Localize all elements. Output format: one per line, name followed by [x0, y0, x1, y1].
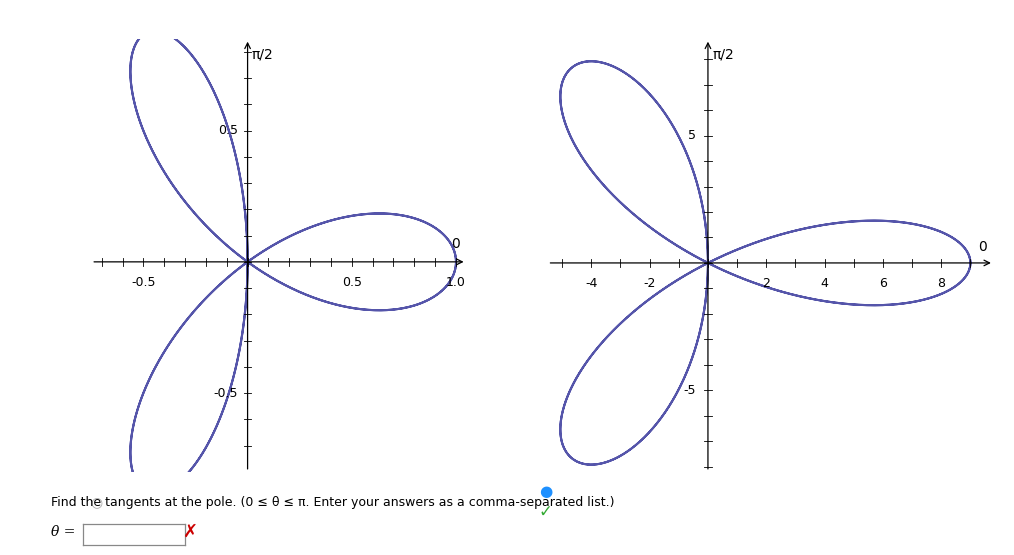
Text: -4: -4: [585, 277, 597, 290]
Text: 2: 2: [763, 277, 771, 290]
Text: 0.5: 0.5: [218, 124, 238, 137]
Text: 4: 4: [820, 277, 828, 290]
Text: -0.5: -0.5: [131, 276, 155, 289]
Text: 0: 0: [451, 238, 460, 251]
Text: π/2: π/2: [712, 48, 734, 62]
Text: -2: -2: [644, 277, 656, 290]
Text: 0: 0: [977, 240, 987, 254]
Text: -0.5: -0.5: [214, 386, 238, 400]
Text: 8: 8: [937, 277, 945, 290]
Text: 1.0: 1.0: [446, 276, 466, 289]
Text: ✗: ✗: [184, 523, 198, 541]
Text: π/2: π/2: [251, 48, 274, 62]
Text: ✓: ✓: [538, 503, 553, 521]
Text: ●: ●: [538, 483, 553, 499]
Text: -5: -5: [683, 384, 697, 397]
Text: θ =: θ =: [51, 524, 75, 539]
Text: 6: 6: [879, 277, 887, 290]
Text: 5: 5: [689, 129, 697, 142]
Text: ○: ○: [90, 495, 102, 509]
Text: Find the tangents at the pole. (0 ≤ θ ≤ π. Enter your answers as a comma-separat: Find the tangents at the pole. (0 ≤ θ ≤ …: [51, 497, 614, 509]
Text: 0.5: 0.5: [342, 276, 362, 289]
